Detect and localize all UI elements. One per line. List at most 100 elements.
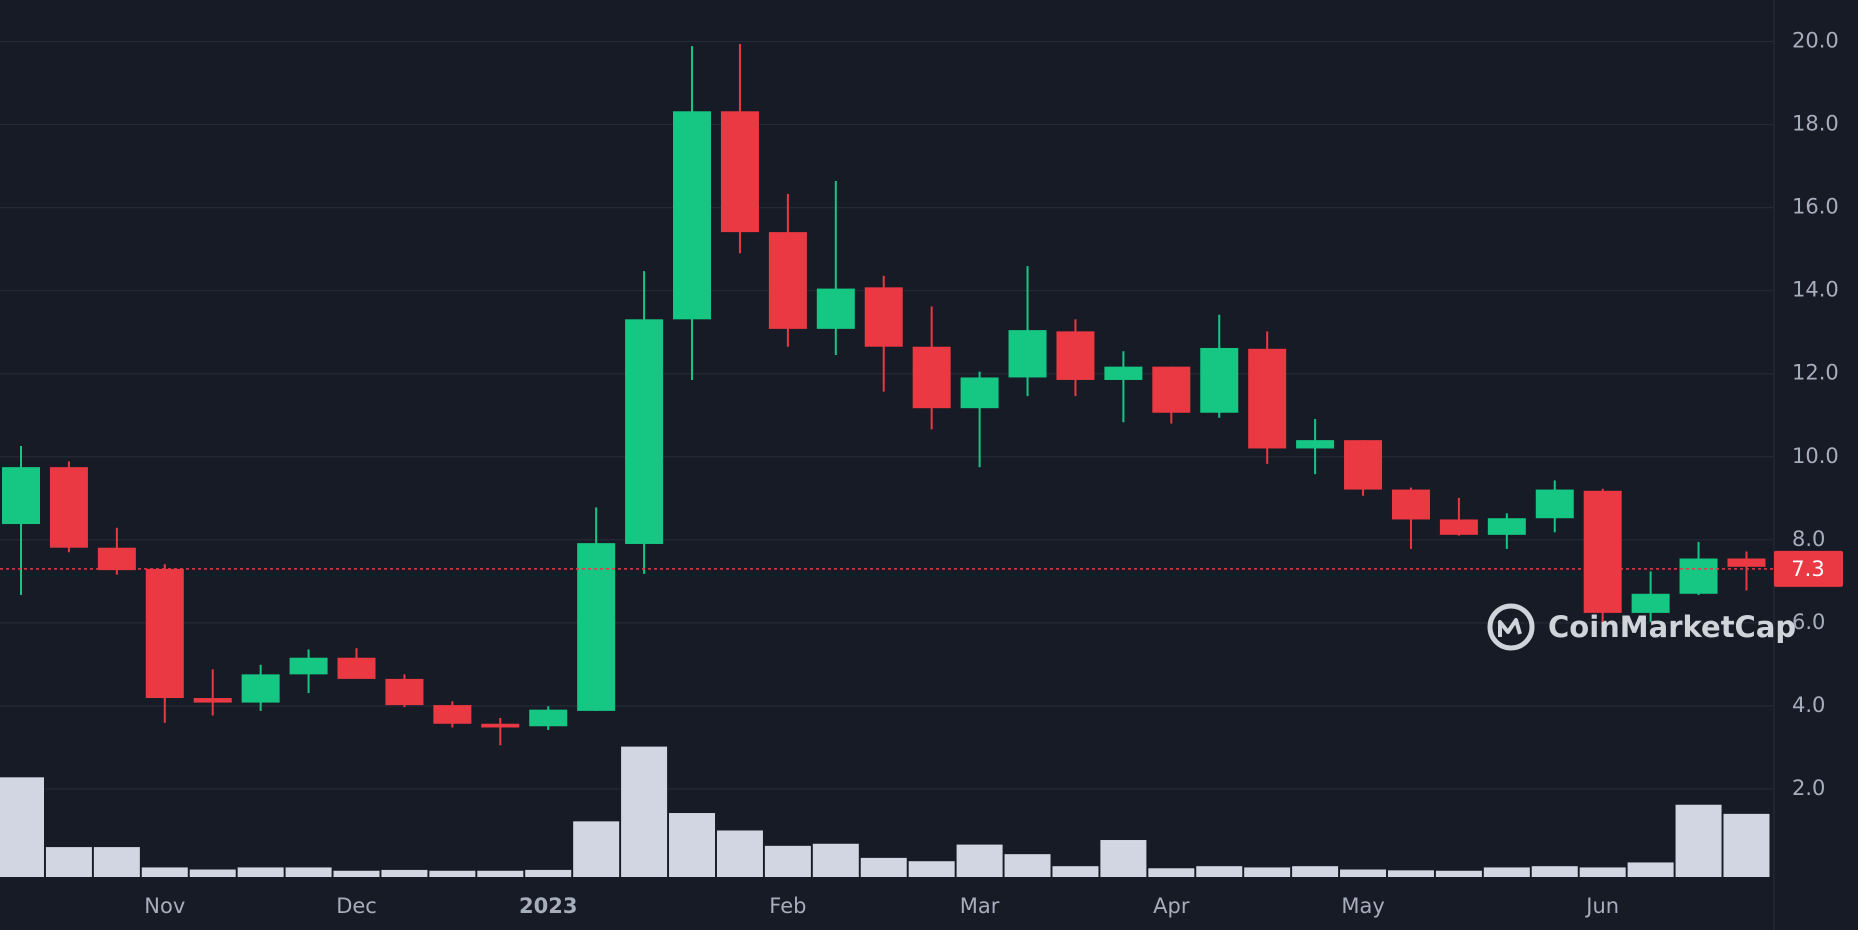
- volume-bar: [1387, 870, 1434, 877]
- volume-bar: [1627, 862, 1674, 877]
- volume-bar: [525, 869, 572, 877]
- volume-bar: [381, 869, 428, 877]
- candle-body: [625, 319, 664, 544]
- y-tick-label: 10.0: [1792, 444, 1839, 468]
- x-tick-label: Jun: [1584, 894, 1619, 918]
- y-tick-label: 18.0: [1792, 112, 1839, 136]
- candle-body: [1439, 519, 1478, 535]
- candle-body: [481, 723, 520, 728]
- candle-body: [289, 657, 328, 675]
- watermark-logo-mark: [1498, 618, 1522, 637]
- candle-body: [145, 568, 184, 699]
- volume-bars: [0, 746, 1770, 877]
- volume-bar: [237, 867, 284, 877]
- volume-bar: [1483, 867, 1530, 877]
- candle-body: [1487, 518, 1526, 535]
- candle-body: [1104, 366, 1143, 380]
- volume-bar: [1723, 813, 1770, 877]
- volume-bar: [1196, 866, 1243, 877]
- candle-body: [1679, 558, 1718, 594]
- y-tick-label: 20.0: [1792, 29, 1839, 53]
- overlay: 2.0 4.0 6.0 8.0 10.0 12.0 14.0 16.0 18.0 20.0 Nov D…: [0, 29, 1843, 918]
- candle-body: [1727, 558, 1766, 567]
- candle-body: [816, 288, 855, 329]
- candle-body: [1391, 489, 1430, 520]
- volume-bar: [1340, 869, 1387, 877]
- candle-body: [768, 232, 807, 329]
- candle-body: [337, 657, 376, 679]
- volume-bar: [1052, 866, 1099, 877]
- watermark: CoinMarketCap: [1487, 603, 1796, 651]
- x-tick-label: May: [1341, 894, 1384, 918]
- volume-bar: [477, 870, 524, 877]
- volume-bar: [1579, 867, 1626, 877]
- volume-bar: [621, 746, 668, 877]
- volume-bar: [812, 843, 859, 877]
- candle-body: [1535, 489, 1574, 519]
- candle-body: [529, 709, 568, 727]
- volume-bar: [764, 845, 811, 877]
- x-tick-label: Feb: [769, 894, 806, 918]
- volume-bar: [1100, 840, 1147, 877]
- volume-bar: [45, 847, 92, 877]
- volume-bar: [141, 867, 188, 877]
- volume-bar: [716, 830, 763, 877]
- x-tick-label: Dec: [336, 894, 377, 918]
- volume-bar: [1531, 866, 1578, 877]
- candle-body: [433, 705, 472, 724]
- candle-body: [1296, 440, 1335, 449]
- volume-bar: [1292, 866, 1339, 877]
- x-tick-label: Nov: [144, 894, 185, 918]
- candle-body: [1583, 490, 1622, 613]
- candle-body: [720, 111, 759, 233]
- y-tick-label: 6.0: [1792, 610, 1825, 634]
- y-tick-label: 12.0: [1792, 361, 1839, 385]
- candle-body: [385, 678, 424, 706]
- y-tick-label: 8.0: [1792, 527, 1825, 551]
- candle-body: [193, 698, 232, 703]
- volume-bar: [1148, 868, 1195, 877]
- last-price-label: 7.3: [1791, 557, 1824, 581]
- candle-body: [960, 377, 999, 409]
- volume-bar: [573, 821, 620, 877]
- candle-body: [864, 287, 903, 347]
- y-tick-label: 16.0: [1792, 195, 1839, 219]
- last-price-box: [1774, 550, 1843, 587]
- candle-body: [577, 543, 616, 711]
- watermark-logo: [1487, 603, 1535, 651]
- volume-bar: [285, 867, 332, 877]
- volume-bar: [860, 857, 907, 877]
- candle-body: [1344, 440, 1383, 490]
- volume-bar: [429, 870, 476, 877]
- candle-body: [241, 674, 280, 703]
- volume-bar: [189, 869, 236, 877]
- candle-body: [673, 111, 712, 320]
- candles: [2, 44, 1766, 746]
- volume-bar: [669, 813, 716, 877]
- x-tick-label: Mar: [960, 894, 1000, 918]
- candle-body: [1152, 366, 1191, 413]
- x-tick-label: Apr: [1153, 894, 1190, 918]
- volume-bar: [0, 777, 44, 877]
- y-tick-label: 14.0: [1792, 278, 1839, 302]
- candle-body: [2, 467, 40, 525]
- volume-bar: [93, 847, 140, 877]
- volume-bar: [1244, 867, 1291, 877]
- candle-body: [1631, 593, 1670, 613]
- volume-bar: [1675, 804, 1722, 877]
- candle-body: [1200, 347, 1239, 413]
- x-tick-label: 2023: [519, 894, 577, 918]
- candle-body: [49, 467, 88, 548]
- watermark-text: CoinMarketCap: [1548, 610, 1796, 644]
- candle-body: [1248, 348, 1287, 449]
- volume-bar: [333, 870, 380, 877]
- candle-body: [1008, 330, 1047, 378]
- candle-body: [1056, 331, 1095, 380]
- y-tick-label: 2.0: [1792, 776, 1825, 800]
- volume-bar: [908, 861, 955, 877]
- grid: [0, 40, 1774, 790]
- y-tick-label: 4.0: [1792, 693, 1825, 717]
